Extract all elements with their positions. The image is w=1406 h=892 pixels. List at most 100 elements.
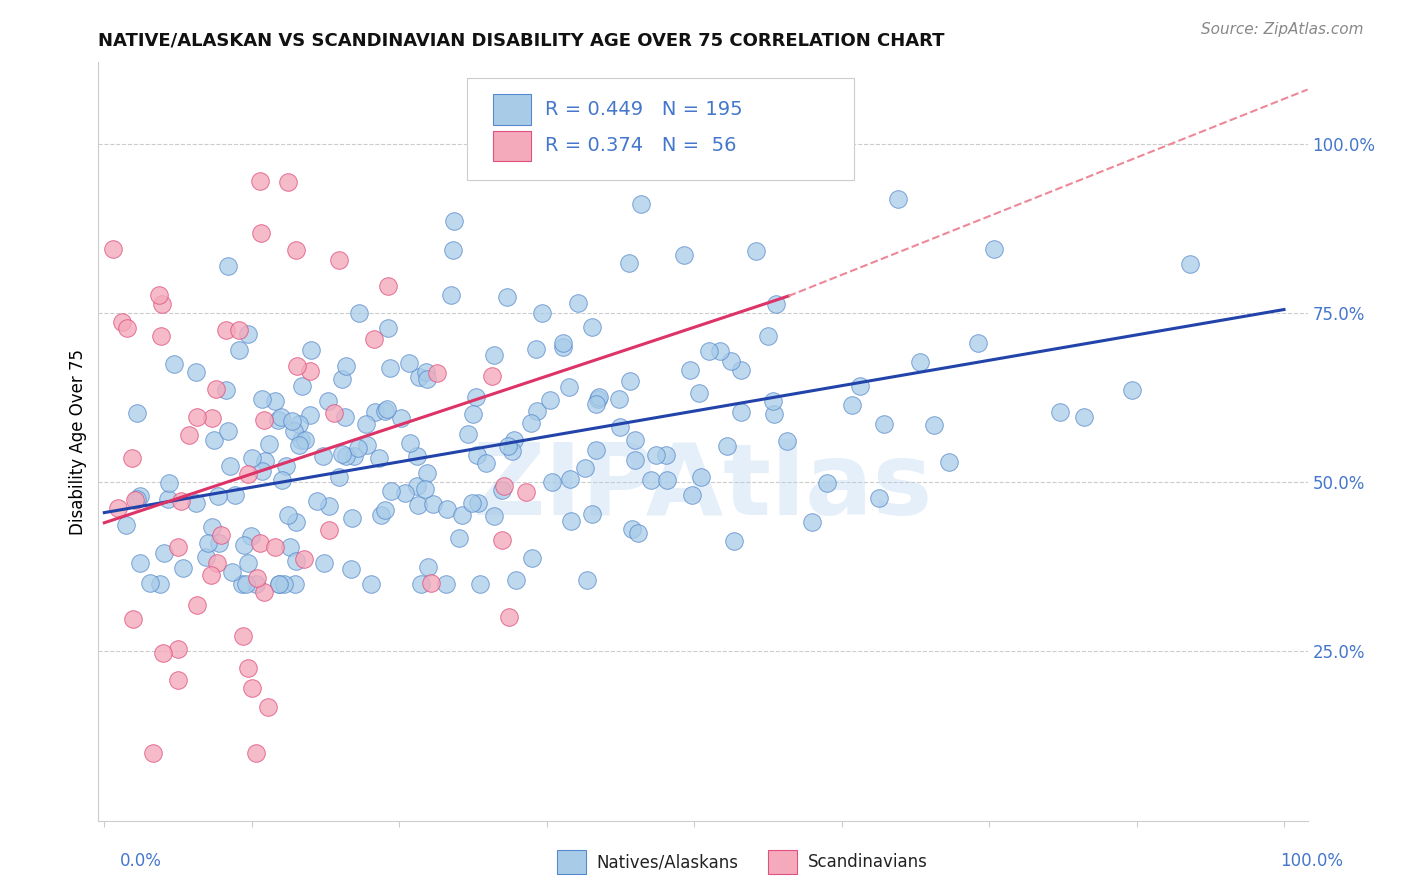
Point [263, 541, 285, 555]
Point [111, 315, 134, 329]
Point [257, 700, 280, 714]
Point [318, 524, 340, 538]
Point [285, 515, 308, 529]
Point [125, 406, 148, 420]
Point [655, 473, 678, 487]
Text: Natives/Alaskans: Natives/Alaskans [596, 854, 738, 871]
Point [426, 366, 449, 380]
Point [254, 454, 277, 468]
Point [238, 467, 260, 481]
Point [253, 412, 276, 426]
Point [139, 576, 162, 591]
Point [316, 393, 339, 408]
Point [205, 556, 228, 570]
Point [908, 355, 931, 369]
Point [284, 553, 307, 567]
FancyBboxPatch shape [492, 95, 531, 125]
Point [418, 560, 440, 574]
Point [406, 498, 429, 512]
Point [377, 320, 399, 334]
Point [723, 534, 745, 549]
Text: Source: ZipAtlas.com: Source: ZipAtlas.com [1201, 22, 1364, 37]
Point [184, 365, 207, 379]
Point [129, 556, 152, 570]
Point [481, 369, 503, 384]
Point [273, 576, 295, 591]
Point [249, 173, 271, 187]
Point [408, 370, 430, 384]
Point [101, 242, 124, 256]
Point [209, 527, 232, 541]
Point [765, 297, 787, 311]
Point [405, 479, 427, 493]
Point [129, 489, 152, 503]
Point [966, 335, 988, 350]
Point [201, 520, 224, 534]
Point [588, 390, 610, 404]
Point [232, 538, 254, 552]
Point [394, 486, 416, 500]
Point [607, 392, 630, 406]
Point [318, 499, 340, 513]
Point [281, 414, 304, 428]
Text: NATIVE/ALASKAN VS SCANDINAVIAN DISABILITY AGE OVER 75 CORRELATION CHART: NATIVE/ALASKAN VS SCANDINAVIAN DISABILIT… [98, 32, 945, 50]
Point [482, 508, 505, 523]
Point [328, 252, 350, 267]
Point [730, 362, 752, 376]
Point [624, 453, 647, 467]
Point [560, 514, 582, 528]
Point [167, 641, 190, 656]
Point [328, 469, 350, 483]
Point [288, 438, 311, 452]
Point [314, 556, 336, 570]
Point [505, 573, 527, 587]
Point [389, 411, 412, 425]
Point [690, 470, 713, 484]
Point [186, 598, 208, 612]
Point [152, 546, 174, 560]
Point [709, 343, 731, 358]
Point [224, 488, 246, 502]
Point [370, 508, 392, 522]
Point [413, 483, 436, 497]
Point [398, 435, 420, 450]
Point [581, 319, 603, 334]
Point [436, 501, 458, 516]
Text: Scandinavians: Scandinavians [808, 854, 928, 871]
Point [541, 475, 564, 489]
Point [406, 449, 429, 463]
Point [219, 458, 242, 473]
Point [465, 448, 488, 462]
Point [312, 450, 335, 464]
Point [434, 576, 457, 591]
Point [257, 437, 280, 451]
Text: R = 0.374   N =  56: R = 0.374 N = 56 [544, 136, 737, 155]
Point [207, 489, 229, 503]
Point [868, 491, 890, 505]
Point [291, 379, 314, 393]
Point [526, 404, 548, 418]
Point [240, 450, 263, 465]
Point [368, 451, 391, 466]
Point [461, 496, 484, 510]
Point [125, 491, 148, 506]
Point [531, 306, 554, 320]
Text: 0.0%: 0.0% [120, 852, 162, 870]
Point [585, 442, 607, 457]
Point [716, 439, 738, 453]
Point [215, 323, 238, 337]
Point [422, 496, 444, 510]
Point [299, 343, 322, 357]
Point [298, 408, 321, 422]
FancyBboxPatch shape [768, 850, 797, 874]
Point [228, 343, 250, 358]
Point [762, 393, 785, 408]
Point [215, 384, 238, 398]
FancyBboxPatch shape [467, 78, 855, 180]
Point [1049, 405, 1071, 419]
Point [179, 427, 201, 442]
Point [800, 515, 823, 529]
Point [250, 464, 273, 478]
Point [464, 390, 486, 404]
Point [250, 392, 273, 406]
